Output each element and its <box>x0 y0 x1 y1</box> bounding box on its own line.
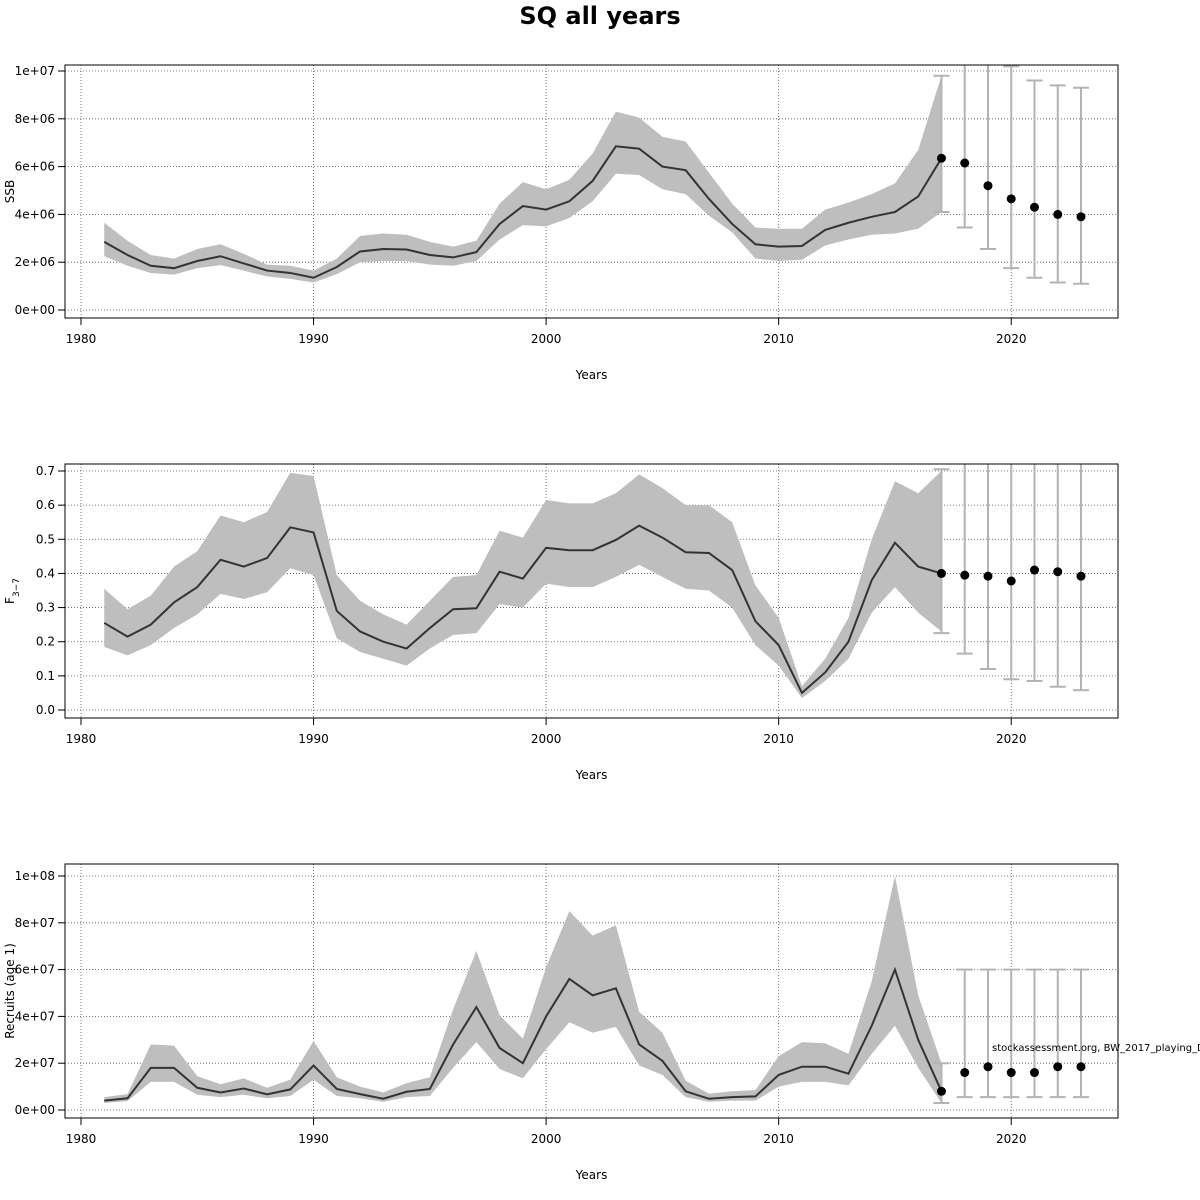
x-tick-label: 1980 <box>66 332 97 346</box>
forecast-errorbar <box>933 1062 950 1104</box>
forecast-point <box>1053 1062 1063 1072</box>
plot-area <box>65 464 1118 718</box>
y-tick-label: 4e+06 <box>15 207 55 221</box>
plot-frame <box>64 64 1119 319</box>
y-tick-label: 8e+06 <box>15 112 55 126</box>
forecast-errorbar <box>933 74 950 214</box>
y-tick-label: 1e+07 <box>15 64 55 78</box>
y-tick-label: 8e+07 <box>15 916 55 930</box>
forecast-errorbar <box>1073 86 1089 285</box>
y-tick-label: 0e+00 <box>15 303 55 317</box>
forecast-point <box>983 571 993 581</box>
y-tick-label: 2e+06 <box>15 255 55 269</box>
forecast-errorbar <box>956 65 973 229</box>
plot-frame <box>64 463 1119 719</box>
forecast-point <box>1053 209 1063 219</box>
forecast-point <box>960 158 970 168</box>
x-tick-label: 1980 <box>66 1132 97 1146</box>
forecast-point <box>1006 1068 1016 1078</box>
plot-area <box>65 65 1118 318</box>
forecast-point <box>1076 1062 1086 1072</box>
forecast-errorbar <box>1003 968 1020 1099</box>
forecast-errorbar <box>1049 84 1066 284</box>
y-tick-label: 4e+07 <box>15 1009 55 1023</box>
forecast-errorbar <box>1026 968 1043 1099</box>
forecast-errorbar <box>956 464 973 655</box>
forecast-point <box>960 570 970 580</box>
x-tick-label: 2010 <box>763 332 794 346</box>
forecast-errorbar <box>1003 464 1020 681</box>
y-tick-label: 0.5 <box>36 532 55 546</box>
y-tick-label: 0.0 <box>36 703 55 717</box>
y-tick-label: 0.1 <box>36 669 55 683</box>
y-tick-label: 0.2 <box>36 635 55 649</box>
forecast-errorbar <box>956 968 973 1099</box>
forecast-point <box>1006 194 1016 204</box>
forecast-point <box>1029 1068 1039 1078</box>
x-tick-label: 2000 <box>531 1132 562 1146</box>
y-axis-subscript: 3−7 <box>12 578 22 597</box>
forecast-point <box>936 153 946 163</box>
estimate-line <box>103 145 943 279</box>
forecast-errorbar <box>979 65 996 251</box>
source-note: stockassessment.org, BW_2017_playing_D <box>992 1043 1200 1054</box>
y-tick-label: 1e+08 <box>15 869 55 883</box>
x-tick-label: 1980 <box>66 732 97 746</box>
forecast-errorbar <box>933 468 950 635</box>
x-tick-label: 1990 <box>298 332 329 346</box>
x-tick-label: 2000 <box>531 332 562 346</box>
forecast-errorbar <box>979 968 996 1099</box>
y-tick-label: 0.6 <box>36 498 55 512</box>
forecast-point <box>936 568 946 578</box>
y-tick-label: 2e+07 <box>15 1056 55 1070</box>
forecast-point <box>1029 202 1039 212</box>
panel-3: 1980 1990 2000 2010 2020 0e+00 2e+07 4e+07 6e+07… <box>3 863 1119 1182</box>
x-axis-title: Years <box>575 1168 608 1182</box>
plot-frame <box>64 863 1119 1119</box>
forecast-point <box>960 1068 970 1078</box>
y-tick-label: 6e+07 <box>15 963 55 977</box>
y-tick-label: 0.7 <box>36 464 55 478</box>
y-axis-title: SSB <box>3 180 17 203</box>
y-tick-label: 0.4 <box>36 566 55 580</box>
forecast-point <box>1076 571 1086 581</box>
forecast-errorbar <box>979 464 996 671</box>
estimate-line <box>103 524 942 695</box>
forecast-errorbar <box>1049 968 1066 1099</box>
x-tick-label: 1990 <box>298 732 329 746</box>
x-tick-label: 1990 <box>298 1132 329 1146</box>
y-axis-title: F3−7 <box>3 578 22 604</box>
forecast-errorbar <box>1073 968 1089 1099</box>
x-tick-label: 2010 <box>763 732 794 746</box>
x-tick-label: 2020 <box>996 732 1027 746</box>
forecast-errorbar <box>1003 65 1020 270</box>
forecast-point <box>1029 565 1039 575</box>
forecast-point <box>983 181 993 191</box>
x-tick-label: 2000 <box>531 732 562 746</box>
y-axis-title: Recruits (age 1) <box>3 943 17 1039</box>
y-tick-label: 6e+06 <box>15 160 55 174</box>
panel-1: 1980 1990 2000 2010 2020 0e+00 2e+06 4e+06 6e+06… <box>3 64 1119 382</box>
confidence-band <box>104 75 942 283</box>
y-tick-label: 0.3 <box>36 601 55 615</box>
forecast-errorbar <box>1026 79 1043 279</box>
confidence-band <box>104 471 942 699</box>
y-tick-label: 0e+00 <box>15 1103 55 1117</box>
panel-2: 1980 1990 2000 2010 2020 0.0 0.1 0.2 0.3 0.4 0.5 0.… <box>3 463 1119 782</box>
x-axis-title: Years <box>575 768 608 782</box>
x-tick-label: 2010 <box>763 1132 794 1146</box>
x-tick-label: 2020 <box>996 332 1027 346</box>
x-tick-label: 2020 <box>996 1132 1027 1146</box>
forecast-point <box>1076 212 1086 222</box>
forecast-point <box>1006 576 1016 586</box>
forecast-point <box>983 1062 993 1072</box>
plot-area <box>65 864 1118 1118</box>
x-axis-title: Years <box>575 368 608 382</box>
chart-title: SQ all years <box>519 2 681 30</box>
forecast-point <box>936 1086 946 1096</box>
estimate-line <box>104 966 943 1102</box>
forecast-point <box>1053 567 1063 577</box>
confidence-band <box>104 876 942 1103</box>
